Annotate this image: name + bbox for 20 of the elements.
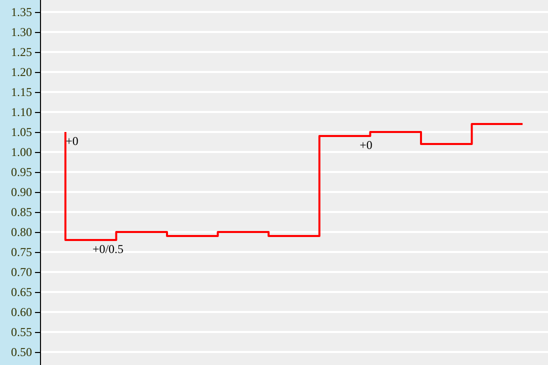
y-tick-label: 0.55 (11, 325, 32, 339)
y-tick-label: 0.85 (11, 205, 32, 219)
y-tick-label: 0.65 (11, 285, 32, 299)
y-tick-label: 1.10 (11, 105, 32, 119)
y-tick-label: 1.15 (11, 85, 32, 99)
y-tick-label: 1.30 (11, 25, 32, 39)
y-tick-label: 1.35 (11, 5, 32, 19)
annotation: +0 (360, 138, 372, 152)
y-tick-label: 0.50 (11, 345, 32, 359)
y-tick-label: 0.95 (11, 165, 32, 179)
y-tick-label: 1.05 (11, 125, 32, 139)
y-tick-label: 0.60 (11, 305, 32, 319)
annotation: +0/0.5 (92, 242, 124, 256)
y-tick-label: 0.80 (11, 225, 32, 239)
y-tick-label: 0.90 (11, 185, 32, 199)
y-tick-label: 0.70 (11, 265, 32, 279)
y-tick-label: 1.00 (11, 145, 32, 159)
y-tick-label: 0.75 (11, 245, 32, 259)
y-tick-label: 1.20 (11, 65, 32, 79)
y-tick-label: 1.25 (11, 45, 32, 59)
